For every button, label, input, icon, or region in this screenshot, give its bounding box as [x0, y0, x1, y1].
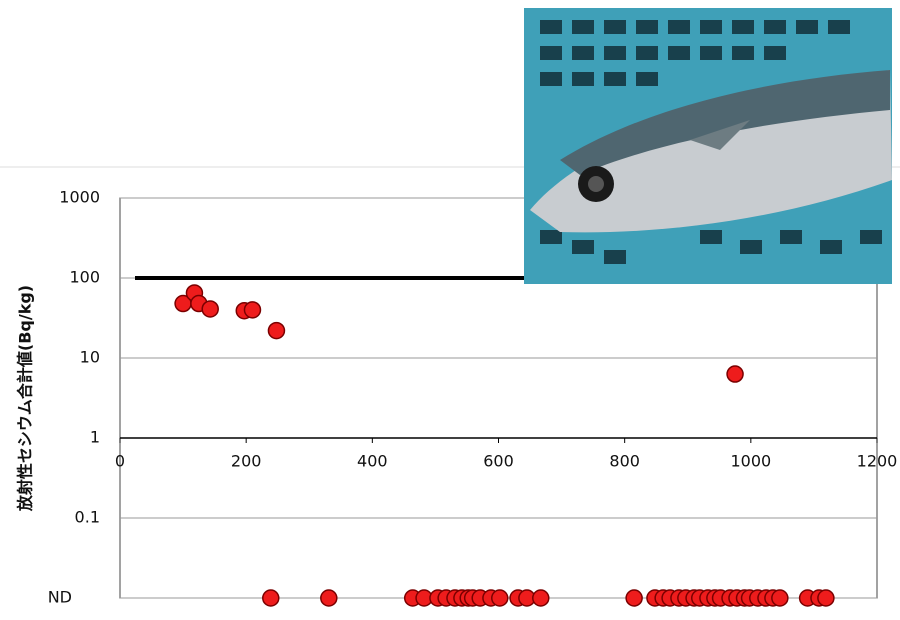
x-tick-label: 1200 [857, 452, 898, 471]
photo [524, 8, 892, 284]
point [201, 300, 219, 318]
x-tick-label: 400 [357, 452, 388, 471]
y-tick-label: ND [48, 588, 72, 607]
y-tick-label: 1000 [59, 188, 100, 207]
point [491, 589, 509, 607]
x-tick-label: 1000 [730, 452, 771, 471]
point [532, 589, 550, 607]
y-tick-label: 0.1 [75, 508, 100, 527]
x-tick-label: 200 [231, 452, 262, 471]
y-tick-label: 10 [80, 348, 100, 367]
point [817, 589, 835, 607]
point [262, 589, 280, 607]
point [320, 589, 338, 607]
point [243, 301, 262, 319]
point [726, 365, 744, 383]
x-tick-label: 0 [115, 452, 125, 471]
point [771, 589, 789, 607]
point [625, 589, 643, 607]
y-tick-label: 1 [90, 428, 100, 447]
x-tick-label: 600 [483, 452, 514, 471]
x-tick-label: 800 [609, 452, 640, 471]
y-axis-label: 放射性セシウム合計値(Bq/kg) [16, 285, 35, 512]
point [267, 321, 286, 340]
y-tick-label: 100 [69, 268, 100, 287]
marks: 1000 100 10 1 0.1 ND 0 200 400 600 800 1000 1200 [48, 188, 898, 607]
